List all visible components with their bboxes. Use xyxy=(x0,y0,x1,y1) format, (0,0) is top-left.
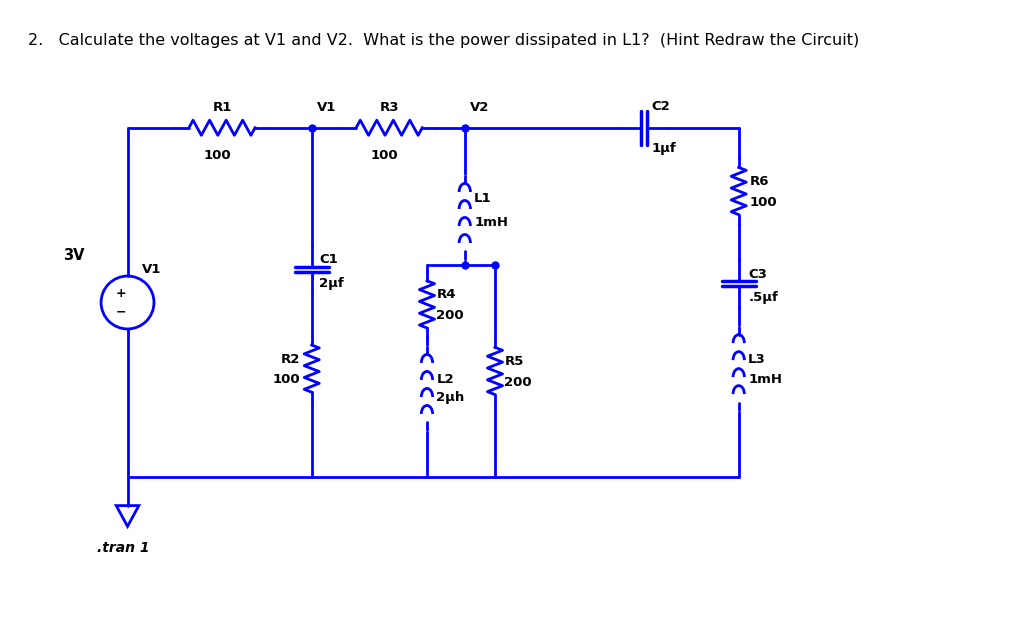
Text: 1mH: 1mH xyxy=(748,373,782,386)
Text: 100: 100 xyxy=(272,373,300,386)
Text: 100: 100 xyxy=(370,149,398,162)
Text: C1: C1 xyxy=(319,254,338,266)
Text: +: + xyxy=(116,287,126,300)
Text: R3: R3 xyxy=(380,101,399,114)
Text: L3: L3 xyxy=(748,353,766,366)
Text: R4: R4 xyxy=(437,289,456,302)
Text: R1: R1 xyxy=(213,101,231,114)
Text: 2.   Calculate the voltages at V1 and V2.  What is the power dissipated in L1?  : 2. Calculate the voltages at V1 and V2. … xyxy=(28,33,860,49)
Text: −: − xyxy=(116,305,126,318)
Text: L1: L1 xyxy=(475,192,492,205)
Text: 1mH: 1mH xyxy=(475,216,508,229)
Text: 100: 100 xyxy=(750,196,778,209)
Text: V2: V2 xyxy=(470,101,489,114)
Text: V1: V1 xyxy=(317,101,335,114)
Text: 2μh: 2μh xyxy=(437,391,464,404)
Text: 1μf: 1μf xyxy=(652,142,677,155)
Text: L2: L2 xyxy=(437,373,454,386)
Text: 100: 100 xyxy=(203,149,231,162)
Text: 2μf: 2μf xyxy=(319,277,344,290)
Text: R6: R6 xyxy=(750,175,770,188)
Text: V1: V1 xyxy=(141,263,161,276)
Text: R5: R5 xyxy=(505,355,524,368)
Text: 200: 200 xyxy=(505,376,533,389)
Text: C3: C3 xyxy=(748,267,767,281)
Text: C2: C2 xyxy=(652,101,671,113)
Text: .5μf: .5μf xyxy=(748,291,778,304)
Text: 3V: 3V xyxy=(64,248,85,262)
Text: .tran 1: .tran 1 xyxy=(97,542,149,555)
Text: 200: 200 xyxy=(437,309,464,322)
Text: R2: R2 xyxy=(281,353,300,366)
